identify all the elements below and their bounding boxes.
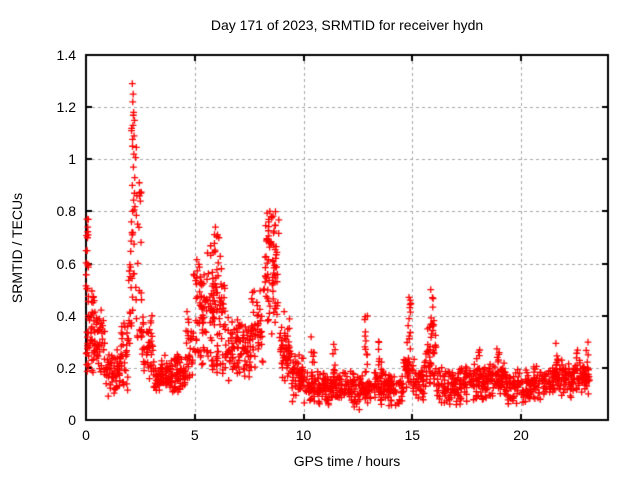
y-tick-label: 1.2 (56, 99, 76, 116)
y-tick-label: 1.4 (56, 47, 76, 63)
chart-title: Day 171 of 2023, SRMTID for receiver hyd… (210, 17, 484, 33)
x-tick-label: 20 (513, 427, 529, 443)
x-tick-label: 0 (82, 427, 90, 443)
y-tick-label: 0.6 (56, 255, 76, 272)
x-tick-label: 15 (404, 427, 421, 443)
x-tick-label: 5 (190, 427, 199, 443)
y-tick-label: 0.8 (56, 203, 76, 220)
y-tick-label: 0 (68, 412, 76, 428)
y-tick-label: 0.2 (56, 359, 76, 376)
x-axis-label: GPS time / hours (293, 453, 401, 469)
y-tick-label: 0.4 (56, 307, 76, 324)
y-tick-label: 1 (68, 151, 76, 168)
x-tick-label: 10 (295, 427, 312, 443)
